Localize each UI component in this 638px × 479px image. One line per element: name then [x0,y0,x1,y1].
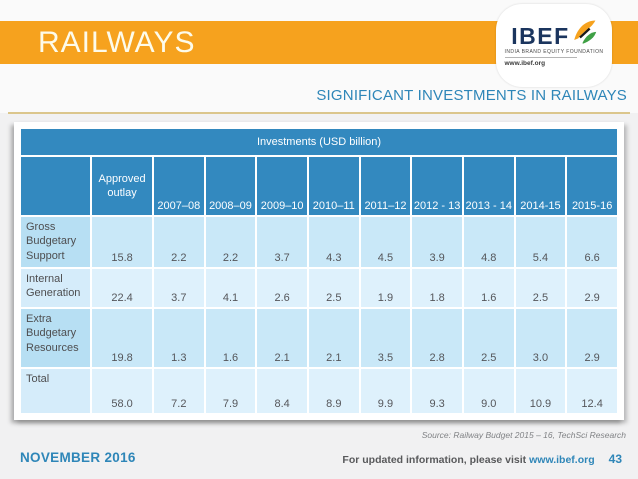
cell: 2.1 [257,309,307,367]
page-number: 43 [608,452,622,466]
col-header-2010-11: 2010–11 [308,157,359,215]
cell: 1.6 [205,309,256,367]
cell: 9.0 [463,369,514,413]
ibef-logo-text: IBEF [511,23,570,49]
cell: 3.9 [412,217,462,267]
cell: 2.2 [154,217,204,267]
logo-divider [504,57,577,58]
col-header-2009-10: 2009–10 [257,157,307,215]
cell: 1.9 [360,269,411,307]
cell: 15.8 [92,217,152,267]
row-label-total: Total [21,369,91,413]
ibef-tagline: INDIA BRAND EQUITY FOUNDATION [504,49,604,55]
cell: 2.6 [257,269,307,307]
cell: 2.9 [567,269,617,307]
investments-table: Investments (USD billion) Approved outla… [19,127,619,415]
ibef-logo: IBEF INDIA BRAND EQUITY FOUNDATION www.i… [496,4,612,87]
footer-info-text: For updated information, please visit [342,454,530,466]
table-row: Total 58.0 7.2 7.9 8.4 8.9 9.9 9.3 9.0 1… [21,369,617,413]
col-header-2007-08: 2007–08 [154,157,204,215]
cell: 2.8 [412,309,462,367]
cell: 8.4 [257,369,307,413]
cell: 3.0 [515,309,566,367]
row-label-extra-budgetary-resources: Extra Budgetary Resources [21,309,91,367]
table-row: Extra Budgetary Resources 19.8 1.3 1.6 2… [21,309,617,367]
section-title: SIGNIFICANT INVESTMENTS IN RAILWAYS [316,87,627,104]
footer-date: NOVEMBER 2016 [20,450,136,465]
cell: 6.6 [567,217,617,267]
cell: 2.5 [308,269,359,307]
cell: 4.3 [308,217,359,267]
source-note: Source: Railway Budget 2015 – 16, TechSc… [421,430,626,440]
cell: 10.9 [515,369,566,413]
row-label-internal-generation: Internal Generation [21,269,91,307]
col-header-2013-14: 2013 - 14 [463,157,514,215]
cell: 5.4 [515,217,566,267]
col-header-2008-09: 2008–09 [205,157,256,215]
col-header-2014-15: 2014-15 [515,157,566,215]
title-underline [8,112,630,114]
cell: 1.6 [463,269,514,307]
cell: 2.9 [567,309,617,367]
footer-ibef-link[interactable]: www.ibef.org [529,454,595,466]
page-title: RAILWAYS [38,26,196,59]
cell: 1.3 [154,309,204,367]
cell: 4.8 [463,217,514,267]
table-row: Internal Generation 22.4 3.7 4.1 2.6 2.5… [21,269,617,307]
tricolor-kite-bird-icon [573,20,596,44]
cell: 3.7 [154,269,204,307]
col-header-approved-outlay: Approved outlay [92,157,152,215]
cell: 7.2 [154,369,204,413]
cell: 9.9 [360,369,411,413]
cell: 58.0 [92,369,152,413]
cell: 4.5 [360,217,411,267]
cell: 9.3 [412,369,462,413]
table-caption: Investments (USD billion) [21,129,617,155]
table-row: Gross Budgetary Support 15.8 2.2 2.2 3.7… [21,217,617,267]
footer-info: For updated information, please visit ww… [342,452,622,466]
cell: 1.8 [412,269,462,307]
cell: 3.5 [360,309,411,367]
investments-table-card: Investments (USD billion) Approved outla… [14,122,624,420]
cell: 2.5 [515,269,566,307]
cell: 2.1 [308,309,359,367]
cell: 2.2 [205,217,256,267]
col-header-2015-16: 2015-16 [567,157,617,215]
cell: 19.8 [92,309,152,367]
corner-cell [21,157,91,215]
cell: 3.7 [257,217,307,267]
cell: 2.5 [463,309,514,367]
cell: 22.4 [92,269,152,307]
cell: 8.9 [308,369,359,413]
col-header-2011-12: 2011–12 [360,157,411,215]
cell: 12.4 [567,369,617,413]
cell: 4.1 [205,269,256,307]
row-label-gross-budgetary-support: Gross Budgetary Support [21,217,91,267]
cell: 7.9 [205,369,256,413]
ibef-url: www.ibef.org [504,60,546,67]
col-header-2012-13: 2012 - 13 [412,157,462,215]
